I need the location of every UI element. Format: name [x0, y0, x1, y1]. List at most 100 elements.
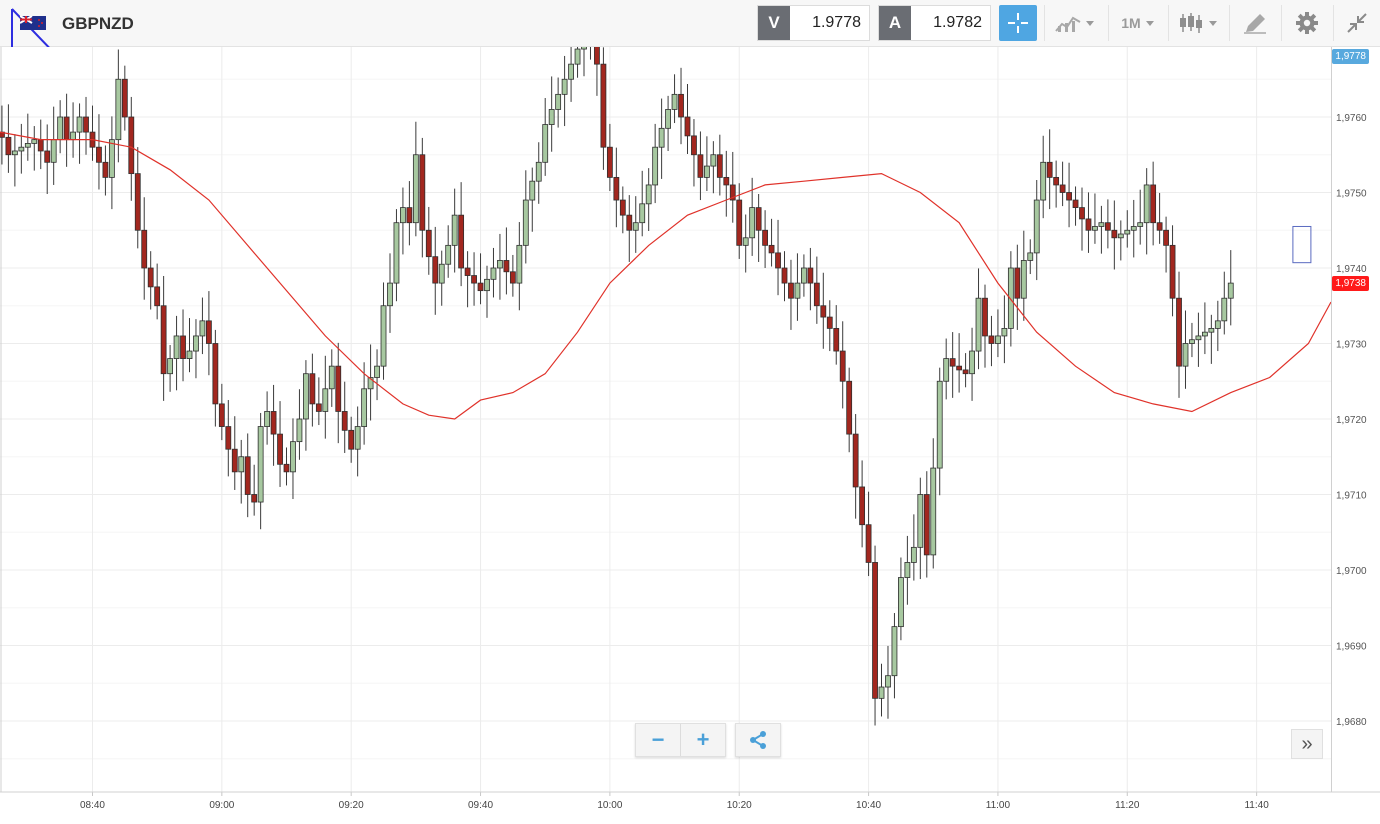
candle-bull — [548, 109, 555, 125]
candle-bear — [852, 433, 859, 488]
candle-bear — [755, 207, 762, 231]
candle-bear — [1085, 218, 1092, 231]
pencil-icon — [1243, 14, 1266, 34]
candle-bear — [988, 335, 995, 344]
candle-bull — [652, 146, 659, 186]
sell-tag: V — [758, 6, 790, 40]
y-tick-label: 1,9680 — [1336, 717, 1367, 728]
candle-bear — [464, 267, 471, 276]
x-tick-label: 11:00 — [986, 800, 1011, 811]
chart-type-button[interactable] — [1044, 5, 1104, 41]
candle-bear — [244, 456, 251, 495]
line-chart-icon — [1055, 16, 1081, 32]
candle-bull — [497, 260, 503, 269]
y-tick-label: 1,9690 — [1336, 642, 1367, 653]
candle-bear — [477, 282, 484, 292]
sell-quote[interactable]: V 1.9778 — [757, 5, 870, 41]
candle-bull — [801, 267, 807, 284]
zoom-out-button[interactable]: − — [651, 727, 665, 752]
candle-bear — [826, 316, 833, 329]
candle-bull — [1007, 267, 1014, 329]
candle-bear — [956, 365, 963, 371]
buy-price: 1.9782 — [933, 14, 982, 31]
candle-bear — [160, 305, 167, 375]
candle-bear — [962, 369, 969, 375]
share-button[interactable] — [735, 723, 781, 757]
candle-bull — [1092, 226, 1098, 231]
candle-bear — [419, 154, 426, 231]
candle-bull — [975, 297, 982, 352]
candle-bear — [154, 286, 161, 307]
candle-bull — [878, 686, 885, 699]
candle-bear — [96, 146, 102, 163]
candle-bull — [70, 131, 76, 141]
zoom-in-button[interactable]: + — [680, 724, 725, 756]
candle-bear — [613, 176, 620, 201]
candle-bear — [768, 244, 775, 254]
candle-bear — [807, 267, 814, 284]
timeframe-button[interactable]: 1M — [1108, 5, 1166, 41]
candle-bear — [923, 494, 930, 556]
candle-bull — [710, 154, 717, 167]
candlestick-icon — [1180, 13, 1202, 33]
candle-bear — [594, 47, 600, 65]
candle-bear — [865, 524, 872, 563]
top-price-badge: 1,9778 — [1332, 49, 1369, 64]
settings-button[interactable] — [1281, 5, 1331, 41]
candle-bull — [451, 214, 458, 246]
candle-bull — [891, 626, 898, 677]
y-tick-label: 1,9730 — [1336, 340, 1367, 351]
candle-bull — [645, 184, 652, 205]
candle-bull — [374, 365, 380, 378]
candle-bear — [1053, 176, 1060, 186]
candle-bear — [872, 562, 878, 699]
candle-bear — [270, 411, 277, 435]
candle-bear — [1176, 297, 1182, 367]
candle-bull — [24, 143, 31, 148]
candle-bull — [885, 675, 891, 688]
chevron-down-icon — [1209, 20, 1217, 26]
drawing-tools-button[interactable] — [1229, 5, 1279, 41]
symbol-title: GBPNZD — [62, 14, 134, 33]
crosshair-icon — [1008, 13, 1028, 33]
candle-bear — [309, 373, 316, 405]
candle-bull — [50, 139, 57, 163]
candle-bear — [63, 116, 70, 141]
candle-bear — [283, 463, 290, 473]
candle-bear — [626, 214, 633, 231]
candle-bear — [729, 184, 736, 201]
candle-bear — [1150, 184, 1157, 224]
candle-bear — [458, 214, 465, 269]
candle-bull — [264, 411, 271, 427]
candle-bear — [348, 429, 355, 450]
candle-bull — [639, 203, 646, 224]
candle-bull — [328, 365, 335, 390]
y-tick-label: 1,9760 — [1336, 113, 1367, 124]
scroll-to-end-button[interactable]: » — [1291, 729, 1323, 759]
candle-bear — [1156, 222, 1163, 231]
candle-bull — [1227, 282, 1234, 299]
candle-bull — [199, 320, 206, 337]
candle-type-button[interactable] — [1168, 5, 1226, 41]
candle-bear — [335, 365, 342, 412]
crosshair-button[interactable] — [999, 5, 1037, 41]
candle-bull — [445, 244, 452, 265]
buy-quote[interactable]: A 1.9782 — [878, 5, 991, 41]
candle-bull — [193, 335, 199, 352]
candle-bear — [606, 146, 613, 178]
candle-bear — [1104, 222, 1111, 231]
candle-bear — [949, 358, 956, 367]
candle-bear — [813, 282, 820, 307]
candle-bear — [315, 403, 322, 412]
candle-bull — [1124, 229, 1131, 235]
candle-bear — [141, 229, 148, 269]
candle-bear — [471, 275, 477, 284]
price-chart[interactable]: 1,9680 1,9690 1,9700 1,9710 1,9720 1,9730 1,97… — [0, 47, 1380, 824]
candle-bear — [982, 297, 988, 337]
candle-bear — [1111, 229, 1118, 239]
candle-bear — [619, 199, 626, 216]
candle-bull — [1201, 331, 1208, 337]
candle-bull — [542, 124, 549, 163]
collapse-button[interactable] — [1333, 5, 1380, 41]
candle-bear — [5, 136, 12, 156]
